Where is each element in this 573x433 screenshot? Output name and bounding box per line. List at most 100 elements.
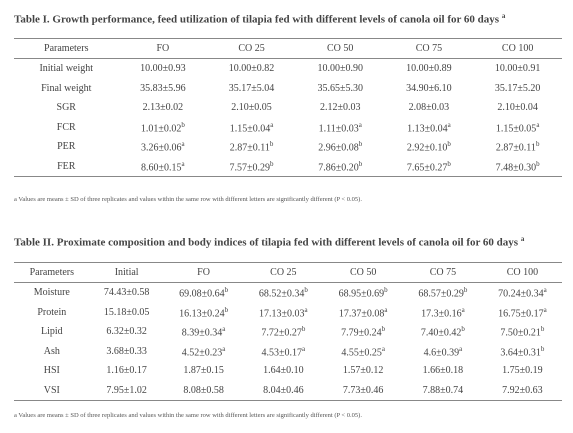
cell: PER xyxy=(57,141,76,153)
cell-sup: b xyxy=(358,159,363,168)
cell-sup: b xyxy=(447,140,451,149)
header-cell: FO xyxy=(118,38,208,59)
cell: VSI xyxy=(14,380,90,401)
cell: FCR xyxy=(56,121,76,133)
cell: 35.65±5.30 xyxy=(317,82,363,94)
row: Initial weight 10.00±0.93 10.00±0.82 10.00±… xyxy=(14,59,562,79)
cell-sup: b xyxy=(540,344,545,353)
cell-value: 7.72±0.27 xyxy=(261,327,302,339)
row: Ash 3.68±0.33 4.52±0.23a 4.53±0.17a 4.55±0.2… xyxy=(14,342,562,362)
cell: Ash xyxy=(43,345,60,357)
cell: 6.32±0.32 xyxy=(106,326,147,338)
header-row: Parameters Initial FO CO 25 CO 50 CO 75 CO 100 xyxy=(14,262,562,283)
table-title: Table I. Growth performance, feed utiliz… xyxy=(14,10,562,27)
cell: 70.24±0.34a xyxy=(483,283,562,303)
header-cell: Initial xyxy=(89,262,164,283)
header-cell: FO xyxy=(163,262,244,283)
cell: 2.10±0.04 xyxy=(497,102,538,114)
cell: 2.87±0.11b xyxy=(207,137,296,157)
row: SGR 2.13±0.02 2.10±0.05 2.12±0.03 2.08±0.03 2… xyxy=(14,98,562,118)
row: Lipid 6.32±0.32 8.39±0.34a 7.72±0.27b 7.79±0… xyxy=(14,322,562,342)
cell-value: 4.55±0.25 xyxy=(341,346,382,358)
cell-value: 8.60±0.15 xyxy=(141,161,182,173)
cell: 10.00±0.82 xyxy=(228,63,275,75)
cell-sup: b xyxy=(269,140,274,149)
cell: 8.60±0.15a xyxy=(118,156,208,177)
cell: 74.43±0.58 xyxy=(103,287,150,299)
cell-value: 68.57±0.29 xyxy=(418,288,464,300)
cell-value: 7.48±0.30 xyxy=(495,161,537,173)
cell: 35.17±5.20 xyxy=(494,82,541,94)
header-cell: Parameters xyxy=(14,262,90,283)
cell-value: 1.13±0.04 xyxy=(407,122,448,134)
cell-value: 4.53±0.17 xyxy=(261,346,303,358)
cell-value: 1.15±0.04 xyxy=(229,122,271,134)
header-row: Parameters FO CO 25 CO 50 CO 75 CO 100 xyxy=(14,38,562,59)
cell: 10.00±0.89 xyxy=(406,63,452,75)
cell: 3.68±0.33 xyxy=(106,345,147,357)
cell-sup: b xyxy=(358,140,363,149)
title-text: Table I. Growth performance, feed utiliz… xyxy=(14,13,502,26)
cell-sup: b xyxy=(461,325,465,334)
cell-sup: a xyxy=(358,120,362,129)
cell: 8.04±0.46 xyxy=(243,380,324,401)
cell: 1.15±0.05a xyxy=(473,118,562,138)
cell: 1.01±0.02b xyxy=(119,118,208,138)
cell: 1.11±0.03a xyxy=(296,118,385,138)
cell: Final weight xyxy=(41,82,92,94)
data-table: Parameters FO CO 25 CO 50 CO 75 CO 100 Initial… xyxy=(14,38,562,177)
cell: 2.12±0.03 xyxy=(319,102,361,114)
cell-sup: a xyxy=(302,344,306,353)
cell-sup: a xyxy=(536,120,540,129)
cell: 7.57±0.29b xyxy=(207,156,296,177)
footnote: a Values are means ± SD of three replica… xyxy=(14,412,362,419)
cell: 7.40±0.42b xyxy=(403,322,483,342)
cell: 2.87±0.11b xyxy=(473,137,562,157)
cell-sup: a xyxy=(222,344,226,353)
cell-value: 68.95±0.69 xyxy=(338,288,385,300)
row: HSI 1.16±0.17 1.87±0.15 1.64±0.10 1.57±0.12 1… xyxy=(14,361,562,381)
cell-sup: a xyxy=(461,305,465,314)
cell: Lipid xyxy=(40,326,63,338)
cell-sup: a xyxy=(543,305,547,314)
cell-value: 1.01±0.02 xyxy=(140,122,182,134)
cell-value: 7.40±0.42 xyxy=(420,327,462,339)
row: PER 3.26±0.06a 2.87±0.11b 2.96±0.08b 2.92±0.… xyxy=(14,137,562,157)
cell-value: 8.39±0.34 xyxy=(181,327,223,339)
cell-value: 68.52±0.34 xyxy=(258,288,305,300)
cell: 10.00±0.93 xyxy=(140,63,186,75)
header-cell: CO 50 xyxy=(323,262,404,283)
cell-value: 2.92±0.10 xyxy=(406,142,448,154)
cell-sup: a xyxy=(270,120,274,129)
cell: HSI xyxy=(43,365,60,377)
cell-sup: b xyxy=(463,286,468,295)
row: FER 8.60±0.15a 7.57±0.29b 7.86±0.20b 7.65±0.… xyxy=(14,156,562,177)
cell: 7.88±0.74 xyxy=(403,380,483,401)
cell: 4.6±0.39a xyxy=(403,342,483,362)
cell-value: 1.11±0.03 xyxy=(318,122,359,134)
cell: 17.3±0.16a xyxy=(403,303,483,323)
table-title: Table II. Proximate composition and body… xyxy=(14,233,562,250)
header-cell: Parameters xyxy=(14,38,119,59)
cell-value: 7.50±0.21 xyxy=(500,327,541,339)
cell: 10.00±0.91 xyxy=(494,63,541,75)
row: Protein 15.18±0.05 16.13±0.24b 17.13±0.03a 1… xyxy=(14,303,562,323)
cell-sup: b xyxy=(384,286,388,295)
cell: 1.64±0.10 xyxy=(263,365,304,377)
cell-value: 7.65±0.27 xyxy=(406,161,448,173)
cell: 7.72±0.27b xyxy=(243,322,323,342)
cell: 4.52±0.23a xyxy=(164,342,244,362)
cell-value: 17.13±0.03 xyxy=(259,307,305,319)
cell: 1.87±0.15 xyxy=(183,365,224,377)
cell-sup: b xyxy=(181,120,185,129)
cell: 16.75±0.17a xyxy=(483,303,562,323)
cell: Protein xyxy=(37,306,67,318)
cell-value: 7.57±0.29 xyxy=(229,161,271,173)
cell: 7.73±0.46 xyxy=(323,380,404,401)
cell: 4.55±0.25a xyxy=(323,342,403,362)
cell-sup: b xyxy=(304,286,308,295)
cell: 68.95±0.69b xyxy=(323,283,403,303)
title-sup: a xyxy=(520,235,525,243)
row: FCR 1.01±0.02b 1.15±0.04a 1.11±0.03a 1.13±0.… xyxy=(14,118,562,138)
